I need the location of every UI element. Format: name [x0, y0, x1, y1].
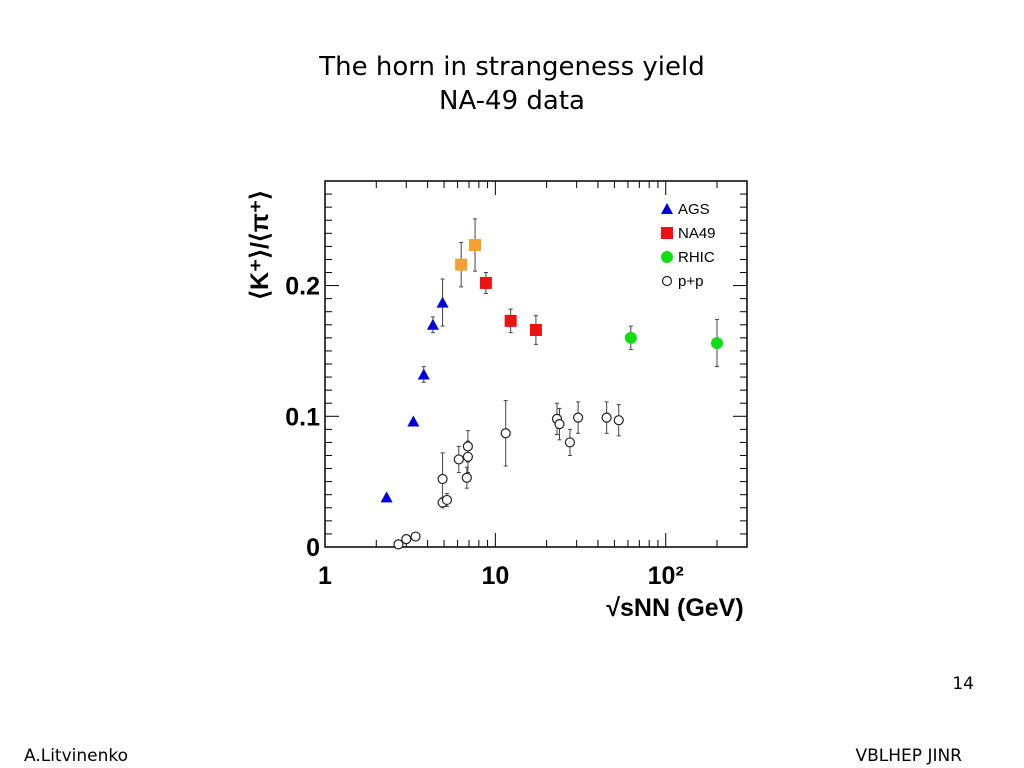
x-tick-label: 10²: [648, 562, 684, 590]
p-p-point: [453, 454, 464, 465]
p-p-point: [437, 473, 448, 485]
p-p-point: [564, 437, 576, 448]
legend-marker-p-p: [661, 275, 673, 287]
p-p-point: [410, 531, 421, 542]
x-tick-label: 10: [481, 562, 509, 590]
x-tick-label: 1: [318, 562, 332, 590]
p-p-point: [441, 494, 453, 506]
legend-marker-rhic: [661, 251, 673, 263]
p-p-point: [461, 472, 472, 483]
ags-point: [426, 318, 439, 330]
ags-point: [380, 491, 393, 503]
na49-point: [504, 314, 517, 327]
plot-frame: [324, 180, 748, 548]
slide-title: The horn in strangeness yield: [319, 52, 705, 82]
footer-author: A.Litvinenko: [24, 746, 129, 766]
p-p-point: [401, 534, 412, 545]
p-p-point: [500, 428, 511, 439]
ags-point: [417, 368, 430, 380]
x-axis-title: √sNN (GeV): [606, 594, 743, 622]
legend-label-na49: NA49: [678, 225, 716, 242]
legend-label-rhic: RHIC: [678, 249, 715, 266]
p-p-point: [462, 441, 474, 452]
y-axis-title: ⟨K⁺⟩/⟨π⁺⟩: [246, 190, 274, 300]
footer-organization: VBLHEP JINR: [855, 746, 963, 766]
p-p-point: [613, 415, 624, 426]
y-tick-label: 0.1: [285, 403, 320, 431]
p-p-point: [573, 412, 584, 423]
legend-label-ags: AGS: [678, 201, 710, 218]
p-p-point: [393, 539, 404, 550]
na49-point: [529, 324, 542, 337]
na49-point: [479, 276, 492, 289]
rhic-point: [711, 337, 724, 350]
p-p-point: [462, 451, 474, 462]
p-p-point: [601, 412, 612, 423]
ags-point: [407, 415, 420, 427]
page-number: 14: [952, 674, 974, 694]
rhic-point: [624, 331, 637, 344]
legend-marker-ags: [661, 203, 673, 214]
ags-point: [436, 296, 449, 308]
y-tick-label: 0: [306, 534, 320, 562]
y-tick-label: 0.2: [285, 273, 320, 301]
legend-marker-na49: [661, 227, 673, 239]
na49-point: [455, 258, 468, 271]
p-p-point: [554, 419, 565, 430]
chart-legend: AGS NA49 RHIC p+p: [661, 201, 716, 290]
legend-label-p-p: p+p: [678, 273, 703, 290]
slide-subtitle: NA-49 data: [439, 86, 585, 116]
na49-point: [469, 239, 482, 252]
